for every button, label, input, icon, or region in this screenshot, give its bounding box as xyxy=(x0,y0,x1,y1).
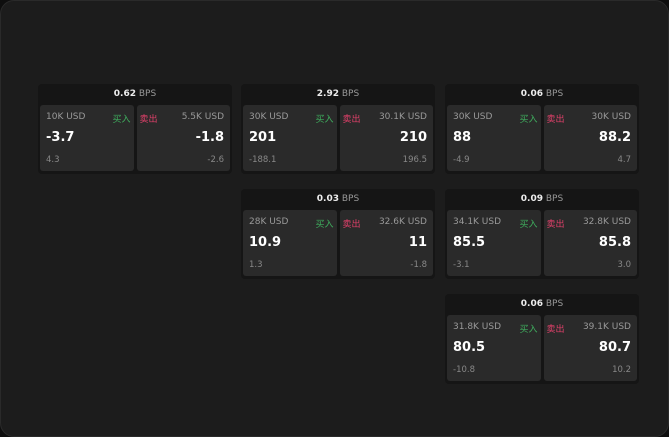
bid-size: 10K USD xyxy=(46,112,86,122)
spread-unit: BPS xyxy=(545,299,564,309)
spread-unit: BPS xyxy=(341,89,360,99)
ask-price: 85.8 xyxy=(598,235,631,250)
sell-label: 卖出 xyxy=(546,325,565,335)
spread-unit: BPS xyxy=(545,89,564,99)
spread-header: 0.06 BPS xyxy=(445,294,639,315)
spread-unit: BPS xyxy=(341,194,360,204)
sell-tile[interactable]: 卖出 32.6K USD 11 -1.8 xyxy=(339,210,433,276)
spread-value: 0.03 xyxy=(316,194,339,204)
bid-size: 34.1K USD xyxy=(453,217,502,227)
bid-change: -10.8 xyxy=(453,365,475,375)
quote-card: 2.92 BPS 30K USD 买入 201 -188.1 卖出 30.1K … xyxy=(241,84,435,174)
spread-header: 2.92 BPS xyxy=(241,84,435,105)
ask-price: 80.7 xyxy=(598,340,631,355)
spread-value: 2.92 xyxy=(316,89,339,99)
buy-label: 买入 xyxy=(315,220,334,230)
buy-tile[interactable]: 34.1K USD 买入 85.5 -3.1 xyxy=(447,210,541,276)
ask-price: 210 xyxy=(399,130,427,145)
sell-tile[interactable]: 卖出 39.1K USD 80.7 10.2 xyxy=(543,315,637,381)
bid-change: -4.9 xyxy=(453,155,470,165)
ask-size: 32.8K USD xyxy=(582,217,631,227)
bid-size: 31.8K USD xyxy=(453,322,502,332)
sell-tile[interactable]: 卖出 30.1K USD 210 196.5 xyxy=(339,105,433,171)
bid-change: 4.3 xyxy=(46,155,60,165)
spread-value: 0.62 xyxy=(113,89,136,99)
spread-value: 0.06 xyxy=(520,89,543,99)
ask-change: 4.7 xyxy=(617,155,631,165)
bid-change: -3.1 xyxy=(453,260,470,270)
ask-size: 30K USD xyxy=(591,112,631,122)
ask-change: 196.5 xyxy=(402,155,427,165)
sell-label: 卖出 xyxy=(546,115,565,125)
ask-size: 39.1K USD xyxy=(582,322,631,332)
bid-change: -188.1 xyxy=(249,155,277,165)
quote-card: 0.03 BPS 28K USD 买入 10.9 1.3 卖出 32.6K US… xyxy=(241,189,435,279)
buy-label: 买入 xyxy=(519,325,538,335)
spread-header: 0.62 BPS xyxy=(38,84,232,105)
spread-header: 0.03 BPS xyxy=(241,189,435,210)
bid-price: 80.5 xyxy=(453,340,486,355)
ask-size: 5.5K USD xyxy=(181,112,224,122)
ask-size: 30.1K USD xyxy=(378,112,427,122)
buy-tile[interactable]: 30K USD 买入 201 -188.1 xyxy=(243,105,337,171)
buy-tile[interactable]: 31.8K USD 买入 80.5 -10.8 xyxy=(447,315,541,381)
ask-price: 11 xyxy=(408,235,427,250)
sell-label: 卖出 xyxy=(342,115,361,125)
quote-card: 0.06 BPS 31.8K USD 买入 80.5 -10.8 卖出 39.1… xyxy=(445,294,639,384)
sell-label: 卖出 xyxy=(342,220,361,230)
bid-size: 28K USD xyxy=(249,217,289,227)
bid-price: 201 xyxy=(249,130,277,145)
ask-change: -2.6 xyxy=(207,155,224,165)
bid-change: 1.3 xyxy=(249,260,263,270)
bid-price: -3.7 xyxy=(46,130,75,145)
bid-price: 88 xyxy=(453,130,472,145)
spread-header: 0.06 BPS xyxy=(445,84,639,105)
spread-value: 0.06 xyxy=(520,299,543,309)
spread-value: 0.09 xyxy=(520,194,543,204)
ask-size: 32.6K USD xyxy=(378,217,427,227)
quote-card: 0.09 BPS 34.1K USD 买入 85.5 -3.1 卖出 32.8K… xyxy=(445,189,639,279)
spread-unit: BPS xyxy=(138,89,157,99)
sell-tile[interactable]: 卖出 5.5K USD -1.8 -2.6 xyxy=(136,105,230,171)
ask-change: 3.0 xyxy=(617,260,631,270)
buy-label: 买入 xyxy=(112,115,131,125)
ask-price: -1.8 xyxy=(195,130,224,145)
quote-card: 0.62 BPS 10K USD 买入 -3.7 4.3 卖出 5.5K USD… xyxy=(38,84,232,174)
ask-price: 88.2 xyxy=(598,130,631,145)
bid-price: 10.9 xyxy=(249,235,282,250)
buy-tile[interactable]: 30K USD 买入 88 -4.9 xyxy=(447,105,541,171)
ask-change: 10.2 xyxy=(612,365,631,375)
buy-tile[interactable]: 28K USD 买入 10.9 1.3 xyxy=(243,210,337,276)
bid-size: 30K USD xyxy=(453,112,493,122)
ask-change: -1.8 xyxy=(410,260,427,270)
buy-label: 买入 xyxy=(519,220,538,230)
spread-unit: BPS xyxy=(545,194,564,204)
spread-header: 0.09 BPS xyxy=(445,189,639,210)
sell-tile[interactable]: 卖出 30K USD 88.2 4.7 xyxy=(543,105,637,171)
sell-label: 卖出 xyxy=(546,220,565,230)
buy-label: 买入 xyxy=(519,115,538,125)
buy-label: 买入 xyxy=(315,115,334,125)
sell-label: 卖出 xyxy=(139,115,158,125)
buy-tile[interactable]: 10K USD 买入 -3.7 4.3 xyxy=(40,105,134,171)
bid-price: 85.5 xyxy=(453,235,486,250)
bid-size: 30K USD xyxy=(249,112,289,122)
sell-tile[interactable]: 卖出 32.8K USD 85.8 3.0 xyxy=(543,210,637,276)
quote-card: 0.06 BPS 30K USD 买入 88 -4.9 卖出 30K USD 8… xyxy=(445,84,639,174)
